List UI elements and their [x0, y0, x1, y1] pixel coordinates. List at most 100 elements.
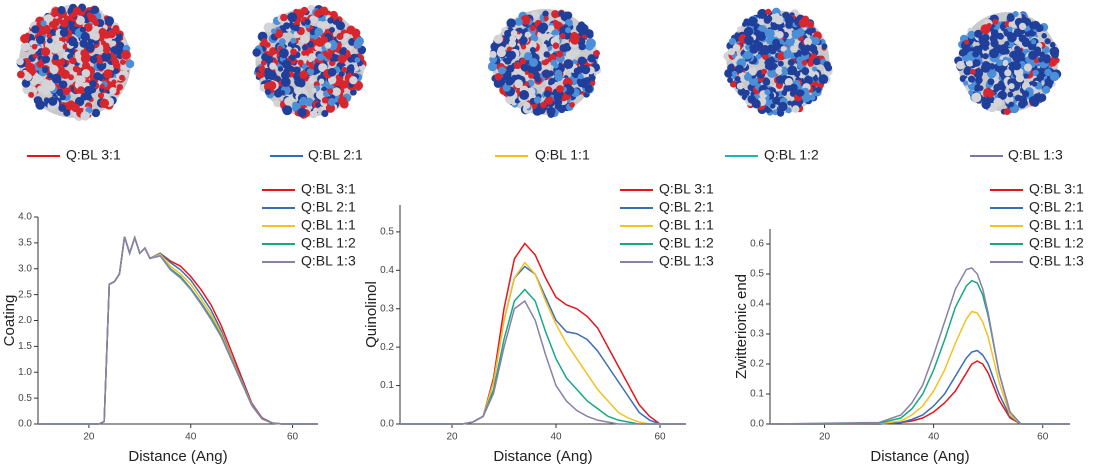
particle-bead: [1049, 41, 1056, 48]
particle-bead: [97, 92, 105, 99]
particle-bead: [335, 21, 346, 31]
legend-label: Q:BL 2:1: [659, 199, 714, 215]
particle-bead: [1003, 108, 1011, 116]
particle-bead: [789, 83, 798, 93]
particle-bead: [316, 53, 325, 61]
particle-bead: [1042, 85, 1051, 94]
particle-bead: [58, 58, 66, 66]
particle-bead: [107, 29, 117, 39]
legend-label: Q:BL 1:3: [659, 253, 714, 269]
particle-bead: [263, 22, 274, 33]
particle-bead: [72, 65, 80, 73]
particle-bead: [260, 60, 267, 66]
particle-bead: [529, 64, 539, 75]
structure-image: [487, 9, 602, 118]
particle-bead: [121, 50, 131, 60]
particle-bead: [318, 63, 328, 72]
particle-bead: [332, 87, 341, 96]
particle-bead: [322, 90, 330, 98]
particle-bead: [294, 86, 303, 95]
particle-bead: [340, 80, 349, 89]
particle-bead: [559, 44, 568, 53]
particle-bead: [982, 33, 990, 42]
particle-bead: [781, 89, 788, 96]
particle-bead: [61, 36, 67, 43]
particle-bead: [40, 20, 47, 27]
particle-bead: [1006, 13, 1015, 22]
particle-bead: [309, 110, 318, 119]
particle-bead: [43, 14, 54, 24]
y-tick-label: 2.0: [18, 315, 32, 326]
particle-bead: [290, 37, 297, 44]
legend-label: Q:BL 1:1: [535, 147, 590, 163]
particle-bead: [80, 54, 91, 64]
particle-bead: [329, 27, 335, 33]
particle-bead: [300, 6, 309, 15]
particle-bead: [111, 40, 117, 46]
particle-bead: [284, 97, 293, 106]
particle-bead: [347, 56, 354, 63]
particle-bead: [99, 87, 105, 93]
particle-bead: [543, 58, 550, 65]
particle-bead: [337, 54, 347, 64]
particle-bead: [787, 100, 793, 106]
particle-bead: [1033, 58, 1039, 64]
series-line: [400, 261, 686, 425]
particle-bead: [1044, 68, 1052, 77]
particle-bead: [784, 15, 795, 25]
particle-bead: [531, 10, 540, 19]
particle-bead: [578, 42, 586, 51]
series-line: [400, 242, 686, 425]
particle-bead: [543, 90, 552, 98]
y-tick-label: 0.5: [18, 393, 32, 404]
particle-bead: [80, 32, 90, 42]
particle-bead: [1037, 57, 1044, 63]
particle-bead: [325, 103, 336, 113]
particle-bead: [324, 42, 332, 49]
particle-bead: [964, 66, 971, 73]
particle-bead: [755, 45, 761, 52]
particle-bead: [755, 53, 762, 60]
y-tick-label: 0.2: [750, 359, 764, 370]
particle-bead: [58, 104, 67, 112]
particle-bead: [349, 76, 358, 85]
particle-bead: [41, 24, 51, 35]
particle-bead: [542, 69, 551, 78]
particle-bead: [314, 27, 324, 37]
particle-bead: [341, 66, 348, 73]
particle-bead: [1012, 10, 1019, 17]
particle-bead: [353, 40, 363, 49]
particle-bead: [780, 45, 787, 52]
particle-bead: [289, 54, 296, 61]
particle-bead: [496, 47, 506, 58]
particle-bead: [327, 97, 336, 106]
particle-bead: [791, 105, 800, 113]
particle-bead: [275, 75, 281, 82]
particle-bead: [489, 50, 497, 58]
particle-bead: [46, 33, 53, 39]
particle-bead: [812, 75, 819, 82]
particle-bead: [737, 87, 746, 96]
particle-bead: [787, 65, 798, 76]
particle-bead: [570, 32, 579, 41]
particle-bead: [563, 59, 574, 70]
y-tick-label: 1.5: [18, 341, 32, 352]
particle-bead: [316, 20, 324, 29]
particle-bead: [743, 50, 752, 60]
particle-bead: [787, 59, 795, 66]
particle-bead: [343, 32, 349, 39]
particle-bead: [297, 59, 304, 66]
particle-bead: [558, 10, 565, 17]
particle-bead: [293, 24, 300, 32]
y-tick-label: 1.0: [18, 367, 32, 378]
particle-bead: [1036, 73, 1045, 82]
structure-image: [954, 10, 1062, 116]
particle-bead: [321, 96, 329, 104]
series-line: [770, 360, 1070, 425]
particle-bead: [101, 51, 112, 62]
series-line: [770, 349, 1070, 425]
particle-bead: [68, 36, 78, 47]
legend-label: Q:BL 3:1: [66, 147, 121, 163]
particle-bead: [281, 59, 292, 69]
